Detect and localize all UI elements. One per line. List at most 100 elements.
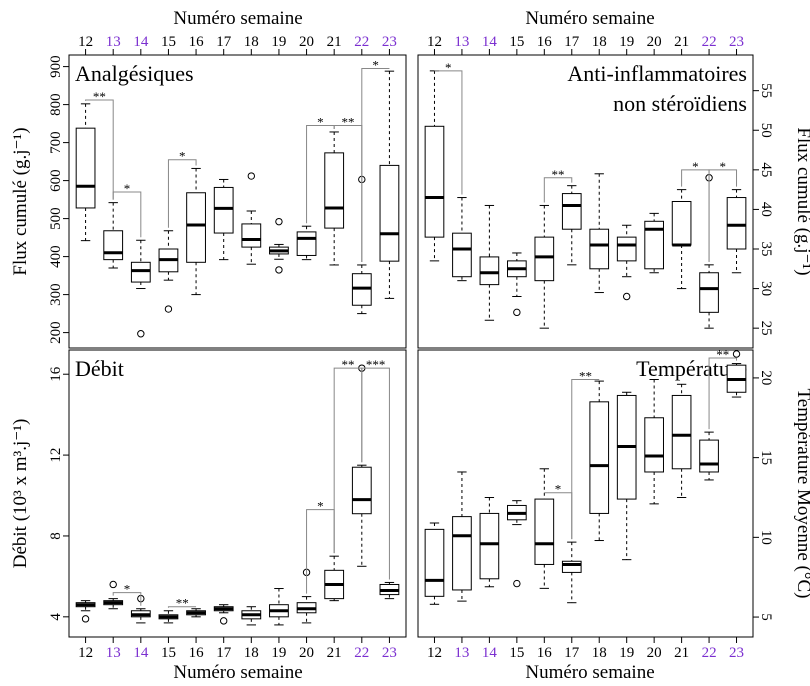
week-tick-label: 18 <box>244 645 259 661</box>
outlier-point <box>81 615 90 623</box>
significance-bracket <box>112 592 142 606</box>
box-week-14 <box>130 239 151 338</box>
week-tick-label: 12 <box>427 34 442 50</box>
iqr-box <box>616 236 637 262</box>
box-week-12 <box>424 70 445 262</box>
y-axis-label: Flux cumulé (g.j⁻¹) <box>10 127 31 275</box>
significance-bracket <box>708 169 738 262</box>
significance-bracket <box>434 70 463 195</box>
box-week-13 <box>103 580 124 610</box>
outlier-point <box>513 308 521 317</box>
significance-label: ** <box>93 89 106 104</box>
week-tick-label: 21 <box>674 34 689 50</box>
box-week-12 <box>75 600 96 623</box>
box-week-16 <box>186 608 206 618</box>
iqr-box <box>130 261 151 283</box>
y-tick-label: 400 <box>48 245 64 268</box>
panel-title: Anti-inflammatoires <box>567 61 747 86</box>
significance-label: * <box>124 582 131 597</box>
outlier-point <box>164 305 173 313</box>
week-tick-label: 16 <box>189 645 205 661</box>
iqr-box <box>589 228 610 270</box>
box-week-15 <box>158 230 179 313</box>
week-tick-label: 21 <box>327 34 342 50</box>
y-tick-label: 800 <box>48 93 64 116</box>
week-tick-label: 15 <box>161 645 176 661</box>
top-week-axis-title-right: Numéro semaine <box>525 8 654 29</box>
significance-bracket <box>112 191 142 238</box>
box-week-22 <box>699 174 719 329</box>
significance-label: * <box>445 60 452 75</box>
iqr-box <box>241 223 262 248</box>
y-tick-label: 35 <box>758 242 774 257</box>
box-week-23 <box>379 70 400 299</box>
y-tick-label: 16 <box>48 366 64 382</box>
box-week-19 <box>269 588 289 626</box>
week-tick-label: 15 <box>161 34 176 50</box>
iqr-box <box>561 560 582 573</box>
iqr-box <box>379 164 400 262</box>
y-tick-label: 40 <box>758 202 774 217</box>
box-week-17 <box>561 185 582 266</box>
week-tick-label: 23 <box>382 645 397 661</box>
week-tick-label: 22 <box>702 34 717 50</box>
y-tick-label: 300 <box>48 283 64 306</box>
bottom-week-axis-title-right: Numéro semaine <box>525 662 654 683</box>
week-tick-label: 15 <box>509 34 524 50</box>
y-tick-label: 50 <box>758 123 774 138</box>
y-tick-label: 25 <box>758 321 774 336</box>
significance-bracket <box>333 367 363 554</box>
panel-analgesiques: 12 13 14 15 16 17 18 19 20 21 22 23 200 300 400 500 600 7… <box>10 34 407 349</box>
week-tick-label: 16 <box>537 34 553 50</box>
week-tick-label: 18 <box>592 34 607 50</box>
box-week-23 <box>726 189 747 274</box>
y-axis-label: Température Moyenne (°C) <box>793 389 810 599</box>
box-week-18 <box>589 380 610 542</box>
y-tick-label: 20 <box>758 370 774 385</box>
iqr-box <box>699 439 719 473</box>
week-tick-label: 19 <box>619 34 634 50</box>
significance-label: * <box>124 181 131 196</box>
y-tick-label: 5 <box>758 613 774 621</box>
outlier-point <box>513 579 521 588</box>
box-week-12 <box>75 103 96 242</box>
panel-debit: 12 13 14 15 16 17 18 19 20 21 22 23 4 8 12 16 Débit (10³… <box>10 349 407 661</box>
y-tick-label: 600 <box>48 169 64 192</box>
iqr-box <box>479 256 500 286</box>
week-tick-label: 14 <box>133 34 149 50</box>
iqr-box <box>671 201 692 246</box>
y-tick-label: 8 <box>48 532 64 540</box>
box-week-19 <box>616 391 637 561</box>
y-tick-label: 55 <box>758 83 774 98</box>
week-tick-label: 15 <box>509 645 524 661</box>
significance-bracket <box>708 357 738 430</box>
box-week-15 <box>158 610 179 624</box>
iqr-box <box>644 417 664 473</box>
y-tick-label: 900 <box>48 55 64 78</box>
iqr-box <box>589 401 610 514</box>
iqr-box <box>534 236 555 282</box>
box-week-21 <box>324 131 345 266</box>
week-tick-label: 12 <box>78 34 93 50</box>
box-week-17 <box>213 178 234 261</box>
week-tick-label: 20 <box>647 645 662 661</box>
box-week-20 <box>296 568 317 624</box>
significance-bracket <box>85 99 114 200</box>
y-tick-label: 10 <box>758 530 774 545</box>
week-tick-label: 23 <box>382 34 397 50</box>
significance-label: * <box>720 159 727 174</box>
significance-label: ** <box>552 167 565 182</box>
box-week-22 <box>351 175 372 315</box>
week-tick-label: 23 <box>729 34 744 50</box>
outlier-point <box>732 350 741 358</box>
box-week-22 <box>699 431 719 481</box>
significance-label: *** <box>366 357 386 372</box>
outlier-point <box>137 330 145 338</box>
iqr-box <box>213 186 234 234</box>
iqr-box <box>186 192 206 263</box>
box-week-16 <box>534 204 555 329</box>
week-tick-label: 17 <box>564 34 580 50</box>
box-week-18 <box>241 172 262 265</box>
panel-title: Débit <box>75 356 124 381</box>
top-week-axis-title-left: Numéro semaine <box>173 8 302 29</box>
